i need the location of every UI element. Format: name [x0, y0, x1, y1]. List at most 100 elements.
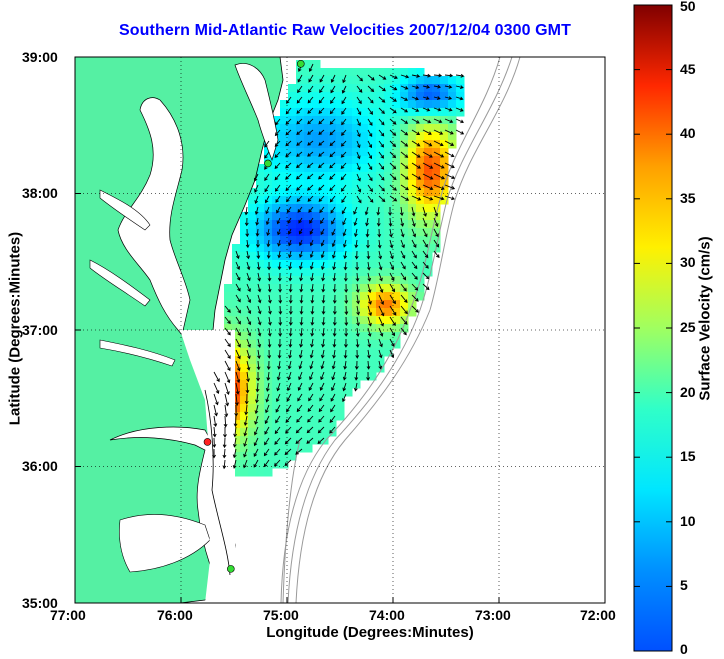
- velocity-cell: [368, 300, 377, 309]
- velocity-cell: [344, 356, 353, 365]
- velocity-cell: [456, 100, 465, 109]
- velocity-cell: [344, 108, 353, 117]
- velocity-cell: [272, 220, 281, 229]
- velocity-cell: [304, 220, 313, 229]
- velocity-cell: [424, 180, 433, 189]
- velocity-cell: [304, 388, 313, 397]
- velocity-arrow: [433, 239, 440, 248]
- velocity-cell: [320, 364, 329, 373]
- velocity-arrow: [329, 426, 336, 434]
- velocity-cell: [272, 332, 281, 341]
- velocity-cell: [328, 332, 337, 341]
- velocity-arrow: [287, 371, 292, 381]
- velocity-arrow: [332, 272, 337, 282]
- velocity-cell: [376, 172, 385, 181]
- velocity-cell: [384, 76, 393, 85]
- velocity-cell: [376, 124, 385, 133]
- velocity-arrow: [332, 294, 337, 304]
- velocity-arrow: [332, 349, 336, 359]
- velocity-arrow: [277, 250, 282, 259]
- velocity-arrow: [367, 107, 374, 115]
- velocity-cell: [344, 212, 353, 221]
- velocity-arrow: [411, 217, 416, 228]
- velocity-arrow: [274, 129, 281, 137]
- velocity-arrow: [298, 250, 303, 258]
- velocity-arrow: [212, 437, 217, 448]
- velocity-cell: [296, 236, 305, 245]
- velocity-cell: [232, 364, 241, 373]
- velocity-arrow: [320, 349, 325, 359]
- velocity-cell: [384, 148, 393, 157]
- velocity-cell: [336, 228, 345, 237]
- velocity-arrow: [367, 173, 373, 182]
- velocity-arrow: [278, 294, 283, 304]
- velocity-cell: [288, 420, 297, 429]
- velocity-arrow: [378, 294, 384, 305]
- velocity-cell: [232, 356, 241, 365]
- velocity-arrow: [298, 228, 303, 235]
- velocity-arrow: [321, 283, 326, 293]
- velocity-arrow: [411, 261, 418, 270]
- velocity-cell: [336, 372, 345, 381]
- velocity-cell: [272, 316, 281, 325]
- velocity-cell: [264, 188, 273, 197]
- velocity-cell: [424, 84, 433, 93]
- velocity-cell: [248, 380, 257, 389]
- velocity-cell: [360, 188, 369, 197]
- river-inlet: [99, 339, 176, 367]
- velocity-cell: [376, 68, 385, 77]
- velocity-cell: [248, 332, 257, 341]
- velocity-cell: [232, 444, 241, 453]
- velocity-cell: [320, 92, 329, 101]
- velocity-cell: [344, 284, 353, 293]
- velocity-arrow: [307, 184, 314, 191]
- velocity-arrow: [400, 228, 405, 238]
- velocity-arrow: [389, 173, 397, 181]
- velocity-cell: [360, 100, 369, 109]
- velocity-arrow: [320, 217, 325, 225]
- velocity-cell: [288, 252, 297, 261]
- velocity-arrow: [306, 437, 314, 444]
- velocity-arrow: [378, 184, 385, 192]
- velocity-arrow: [344, 338, 348, 348]
- velocity-arrow: [411, 239, 417, 248]
- velocity-cell: [224, 316, 233, 325]
- velocity-cell: [272, 388, 281, 397]
- velocity-arrow: [422, 261, 429, 269]
- velocity-cell: [288, 164, 297, 173]
- velocity-cell: [352, 92, 361, 101]
- velocity-cell: [264, 348, 273, 357]
- velocity-arrow: [353, 206, 358, 215]
- velocity-cell: [400, 164, 409, 173]
- velocity-arrow: [455, 73, 465, 78]
- velocity-arrow: [299, 316, 304, 326]
- velocity-arrow: [367, 338, 372, 348]
- velocity-cell: [264, 428, 273, 437]
- velocity-arrow: [321, 305, 326, 315]
- velocity-cell: [312, 252, 321, 261]
- velocity-cell: [408, 220, 417, 229]
- velocity-arrow: [433, 73, 443, 78]
- velocity-arrow: [309, 228, 314, 235]
- velocity-cell: [392, 212, 401, 221]
- velocity-cell: [264, 388, 273, 397]
- velocity-cell: [280, 284, 289, 293]
- velocity-cell: [328, 220, 337, 229]
- velocity-cell: [272, 308, 281, 317]
- velocity-arrow: [235, 382, 240, 395]
- velocity-cell: [432, 132, 441, 141]
- velocity-cell: [256, 276, 265, 285]
- velocity-cell: [256, 284, 265, 293]
- velocity-cell: [280, 228, 289, 237]
- velocity-arrow: [246, 283, 251, 293]
- velocity-cell: [336, 412, 345, 421]
- velocity-cell: [320, 268, 329, 277]
- velocity-cell: [256, 452, 265, 461]
- velocity-arrow: [422, 206, 427, 217]
- velocity-cell: [408, 76, 417, 85]
- velocity-cell: [272, 204, 281, 213]
- velocity-cell: [408, 292, 417, 301]
- velocity-cell: [280, 212, 289, 221]
- velocity-cell: [280, 252, 289, 261]
- velocity-cell: [344, 308, 353, 317]
